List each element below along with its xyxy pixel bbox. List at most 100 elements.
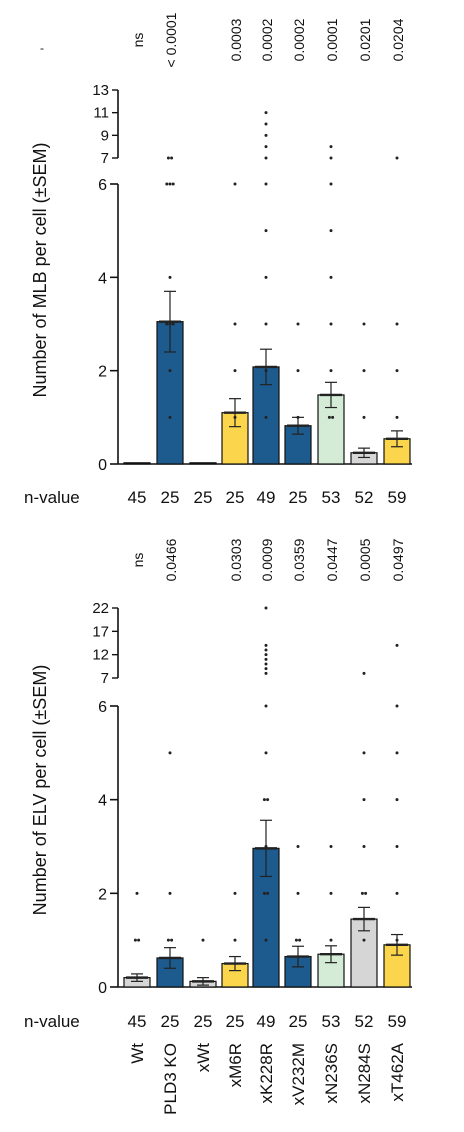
data-point [395, 322, 399, 326]
n-value: 25 [161, 1012, 180, 1031]
data-point [327, 415, 331, 419]
data-point [264, 415, 268, 419]
data-point [362, 751, 366, 755]
y-tick-label-upper: 13 [92, 82, 109, 99]
bar [189, 462, 217, 465]
y-tick-label-upper: 7 [101, 150, 109, 167]
data-point [329, 156, 333, 160]
p-value-label: 0.0201 [357, 18, 373, 61]
n-value: 49 [257, 1012, 276, 1031]
y-tick-label: 2 [98, 364, 107, 381]
data-point [170, 156, 174, 160]
data-point [266, 798, 270, 802]
data-point [298, 938, 302, 942]
elv-panel: Number of ELV per cell (±SEM) n-value 0 2… [24, 538, 412, 1031]
data-point [294, 938, 298, 942]
data-point [264, 751, 268, 755]
category-label: xV232M [289, 1043, 308, 1105]
data-point [165, 322, 169, 326]
category-label: xT462A [388, 1042, 407, 1101]
n-value: 59 [388, 488, 407, 507]
ylabel-mlb: Number of MLB per cell (±SEM) [30, 143, 50, 398]
y-tick-label-upper: 11 [93, 105, 109, 122]
data-point [362, 671, 366, 675]
mlb-panel: Number of MLB per cell (±SEM) n-value 0 2… [24, 12, 412, 507]
category-labels: Wt PLD3 KO xWt xM6R xK228R xV232M xN236S xN284S… [128, 1042, 407, 1114]
data-point [171, 322, 175, 326]
y-tick-label-upper: 17 [92, 623, 109, 640]
data-point [264, 182, 268, 186]
data-point [296, 369, 300, 373]
data-point [329, 182, 333, 186]
p-value-label: 0.0303 [228, 538, 244, 581]
data-point [296, 845, 300, 848]
data-point [296, 322, 300, 326]
n-value: 52 [355, 1012, 374, 1031]
n-value: 25 [194, 1012, 213, 1031]
data-point [168, 182, 172, 186]
p-value-label: 0.0447 [324, 538, 340, 581]
n-value: 49 [257, 488, 276, 507]
data-point [233, 891, 237, 895]
data-point [135, 891, 139, 895]
data-point [362, 845, 366, 848]
data-point [264, 133, 268, 137]
data-point [329, 229, 333, 233]
ylabel-elv: Number of ELV per cell (±SEM) [30, 665, 50, 916]
data-point [233, 369, 237, 373]
data-point [296, 891, 300, 895]
n-value: 45 [128, 488, 147, 507]
p-value-label: 0.0001 [324, 18, 340, 61]
n-value: 53 [322, 1012, 341, 1031]
data-point [170, 938, 174, 942]
data-point [329, 891, 333, 895]
data-point [395, 845, 399, 848]
data-point [137, 938, 141, 942]
data-point [362, 322, 366, 326]
n-value: 59 [388, 1012, 407, 1031]
y-tick-label-upper: 12 [92, 647, 109, 664]
data-point [168, 369, 172, 373]
data-point [264, 653, 268, 657]
p-value-label: 0.0002 [291, 18, 307, 61]
y-tick-label: 4 [98, 793, 107, 810]
y-tick-label: 0 [98, 457, 107, 474]
y-tick-label-upper: 7 [101, 670, 109, 687]
data-point [329, 845, 333, 848]
data-point [362, 369, 366, 373]
data-point [329, 938, 333, 942]
data-point [360, 891, 364, 895]
p-value-label: 0.0204 [390, 18, 406, 61]
corner-mark: - [40, 41, 44, 55]
data-point [264, 145, 268, 149]
n-value: 25 [226, 1012, 245, 1031]
p-value-label: 0.0466 [163, 538, 179, 581]
data-point [233, 322, 237, 326]
data-point [395, 643, 399, 647]
data-point [166, 156, 170, 160]
n-value: 52 [355, 488, 374, 507]
category-label: xM6R [226, 1043, 245, 1087]
bar [123, 462, 151, 465]
data-point [329, 322, 333, 326]
data-point [264, 938, 268, 942]
data-point [395, 891, 399, 895]
data-point [395, 415, 399, 419]
data-point [395, 704, 399, 708]
y-tick-label: 6 [98, 177, 107, 194]
p-value-label: 0.0497 [390, 538, 406, 581]
n-value: 25 [226, 488, 245, 507]
data-point [331, 415, 335, 419]
data-point [168, 751, 172, 755]
data-point [264, 122, 268, 126]
n-value: 25 [161, 488, 180, 507]
data-point [364, 891, 368, 895]
p-value-label: 0.0005 [357, 538, 373, 581]
data-point [329, 145, 333, 149]
p-value-label: 0.0002 [259, 18, 275, 61]
data-point [168, 891, 172, 895]
data-point [262, 798, 266, 802]
category-label: xK228R [257, 1043, 276, 1103]
data-point [362, 415, 366, 419]
